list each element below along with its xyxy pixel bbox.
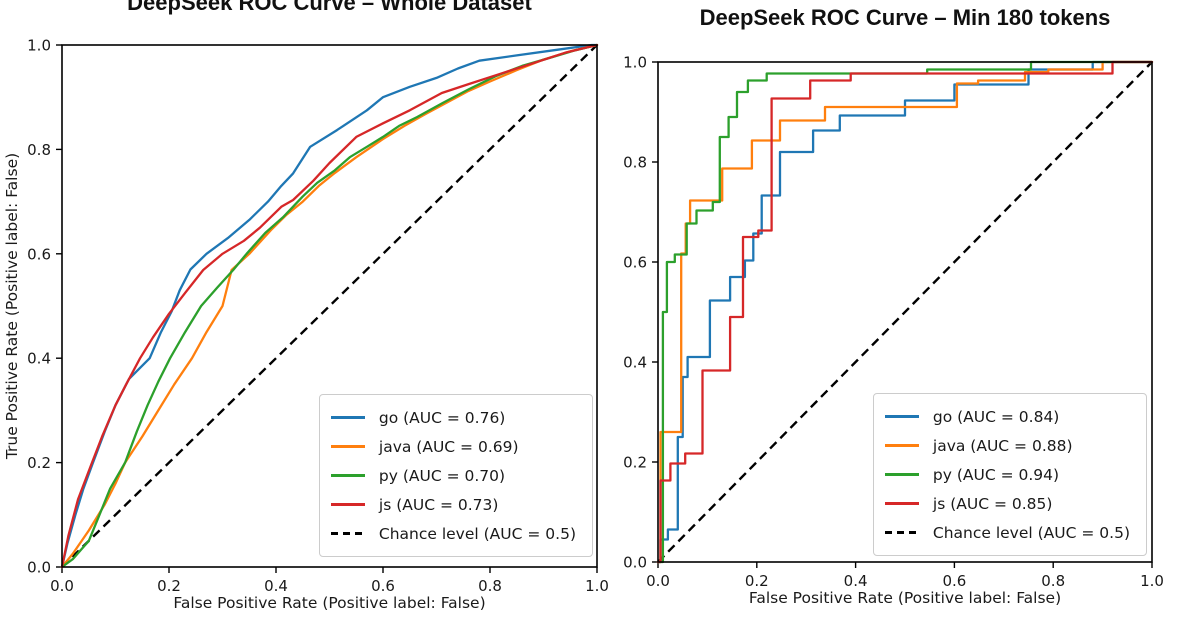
legend-line-sample	[884, 473, 919, 476]
legend-item: go (AUC = 0.84)	[884, 402, 1130, 431]
legend-label: py (AUC = 0.94)	[932, 465, 1060, 484]
legend-line-sample	[884, 444, 919, 447]
chart-title: DeepSeek ROC Curve – Whole Dataset	[127, 0, 532, 15]
x-tick-label: 0.2	[745, 572, 769, 590]
roc-chart-whole-dataset: DeepSeek ROC Curve – Whole Dataset True …	[3, 0, 609, 612]
legend-item: py (AUC = 0.94)	[884, 460, 1130, 489]
legend-item: js (AUC = 0.73)	[330, 490, 576, 519]
x-tick-label: 0.4	[264, 577, 288, 595]
x-tick-label: 0.6	[371, 577, 395, 595]
legend-label: js (AUC = 0.73)	[378, 495, 499, 514]
legend-label: java (AUC = 0.88)	[932, 436, 1073, 455]
y-tick-label: 0.8	[623, 154, 647, 172]
legend-line-sample	[330, 474, 365, 477]
x-tick-label: 0.4	[844, 572, 868, 590]
plot-area: 0.0 0.2 0.4 0.6 0.8 1.0 0.0 0.2 0.4 0.6 0.8 1.0	[27, 37, 609, 596]
legend-item: java (AUC = 0.69)	[330, 432, 576, 461]
legend-label: Chance level (AUC = 0.5)	[932, 523, 1130, 542]
legend-item: java (AUC = 0.88)	[884, 431, 1130, 460]
axes-frame	[657, 61, 1153, 563]
y-tick-label: 0.4	[623, 354, 647, 372]
legend-line-sample	[330, 445, 365, 448]
legend: go (AUC = 0.84) java (AUC = 0.88) py (AUC …	[872, 393, 1147, 556]
legend-label: js (AUC = 0.85)	[932, 494, 1053, 513]
y-tick-label: 0.4	[27, 350, 51, 368]
legend-line-sample	[884, 415, 919, 418]
x-tick-label: 0.8	[478, 577, 502, 595]
chart-title: DeepSeek ROC Curve – Min 180 tokens	[699, 4, 1111, 30]
y-tick-label: 0.8	[27, 141, 51, 159]
legend-label: py (AUC = 0.70)	[378, 466, 506, 485]
axes-frame	[61, 44, 598, 568]
legend-line-sample	[884, 502, 919, 505]
legend-label: go (AUC = 0.76)	[378, 408, 506, 427]
y-tick-label: 1.0	[27, 37, 51, 55]
legend-dashed-line-sample	[330, 532, 365, 535]
y-tick-label: 1.0	[623, 54, 647, 72]
y-tick-label: 0.2	[27, 454, 51, 472]
y-tick-label: 0.0	[27, 559, 51, 577]
roc-curve-js	[60, 43, 599, 569]
legend-line-sample	[330, 503, 365, 506]
y-axis-label: True Positive Rate (Positive label: Fals…	[3, 152, 21, 460]
y-tick-label: 0.0	[623, 554, 647, 572]
chance-level-line	[61, 44, 598, 568]
legend-item: Chance level (AUC = 0.5)	[330, 519, 576, 548]
x-tick-label: 1.0	[585, 577, 609, 595]
roc-curve-py	[60, 43, 599, 569]
legend-item: go (AUC = 0.76)	[330, 403, 576, 432]
x-tick-label: 0.2	[157, 577, 181, 595]
x-tick-label: 0.0	[50, 577, 74, 595]
y-tick-label: 0.2	[623, 454, 647, 472]
x-axis-label: False Positive Rate (Positive label: Fal…	[173, 594, 486, 612]
x-tick-label: 0.6	[942, 572, 966, 590]
roc-curve-py	[656, 60, 1154, 564]
legend-item: js (AUC = 0.85)	[884, 489, 1130, 518]
legend-line-sample	[330, 416, 365, 419]
x-tick-label: 1.0	[1140, 572, 1164, 590]
plot-area: 0.0 0.2 0.4 0.6 0.8 1.0 0.0 0.2 0.4 0.6 0.8 1.0	[623, 54, 1164, 591]
legend-item: py (AUC = 0.70)	[330, 461, 576, 490]
x-axis-label: False Positive Rate (Positive label: Fal…	[748, 589, 1062, 607]
legend-label: go (AUC = 0.84)	[932, 407, 1060, 426]
legend: go (AUC = 0.76) java (AUC = 0.69) py (AUC …	[318, 394, 593, 557]
legend-label: java (AUC = 0.69)	[378, 437, 519, 456]
roc-chart-min-180-tokens: DeepSeek ROC Curve – Min 180 tokens 0.0 0…	[623, 5, 1164, 607]
legend-label: Chance level (AUC = 0.5)	[378, 524, 576, 543]
chance-level-line	[657, 61, 1153, 563]
legend-dashed-line-sample	[884, 531, 919, 534]
roc-curve-js	[656, 60, 1154, 564]
x-tick-label: 0.8	[1041, 572, 1065, 590]
legend-item: Chance level (AUC = 0.5)	[884, 518, 1130, 547]
x-tick-label: 0.0	[646, 572, 670, 590]
y-tick-label: 0.6	[623, 254, 647, 272]
y-tick-label: 0.6	[27, 245, 51, 263]
roc-curve-go	[656, 60, 1154, 564]
